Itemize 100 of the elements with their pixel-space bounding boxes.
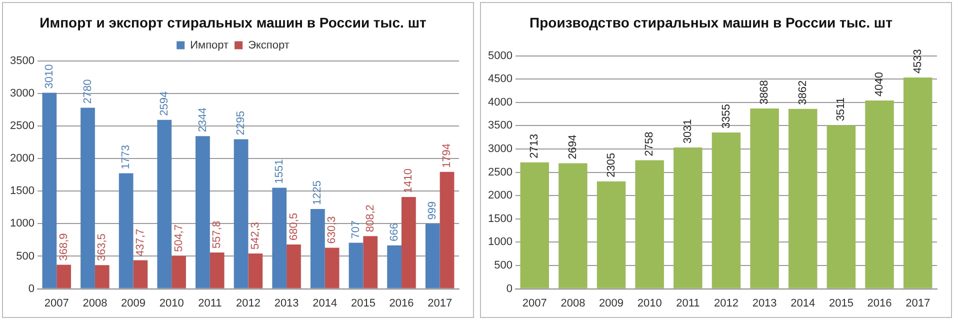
- bar: [248, 253, 263, 288]
- x-tick-label: 2010: [637, 297, 662, 310]
- data-label: 2344: [196, 108, 209, 132]
- bar: [324, 248, 340, 288]
- x-tick-label: 2009: [599, 297, 624, 310]
- y-tick-label: 3000: [10, 87, 34, 100]
- data-label: 707: [350, 220, 362, 239]
- data-label: 630,3: [326, 216, 338, 244]
- legend-label: Импорт: [190, 39, 229, 52]
- data-label: 2713: [528, 134, 541, 158]
- bar: [865, 100, 894, 288]
- x-tick-label: 2015: [350, 297, 376, 310]
- y-tick-label: 0: [506, 282, 512, 295]
- bar: [80, 108, 95, 288]
- x-tick-label: 2008: [82, 297, 108, 310]
- data-label: 504,7: [172, 224, 185, 252]
- bar: [440, 172, 454, 288]
- data-label: 4533: [912, 49, 924, 74]
- x-tick-label: 2011: [198, 297, 222, 310]
- data-label: 3862: [796, 80, 809, 105]
- y-tick-label: 500: [494, 260, 512, 272]
- y-tick-label: 4000: [488, 96, 512, 108]
- data-label: 1225: [312, 180, 324, 205]
- data-label: 3355: [720, 104, 732, 128]
- y-tick-label: 2000: [488, 190, 512, 202]
- data-label: 3010: [43, 64, 56, 89]
- x-tick-label: 2017: [428, 297, 452, 310]
- data-label: 2694: [566, 134, 579, 160]
- data-label: 557,8: [211, 220, 224, 248]
- y-tick-label: 1000: [10, 218, 34, 230]
- data-label: 368,9: [58, 233, 70, 261]
- data-label: 2594: [158, 91, 170, 116]
- bar: [425, 224, 440, 288]
- bar: [750, 108, 779, 288]
- bar: [520, 162, 549, 288]
- bar: [118, 173, 134, 288]
- data-label: 2780: [82, 79, 94, 104]
- bar: [157, 120, 172, 288]
- chart-title: Производство стиральных машин в России тыс. шт: [530, 14, 893, 30]
- bar: [712, 132, 741, 288]
- bar: [903, 78, 932, 288]
- x-tick-label: 2012: [714, 297, 738, 310]
- data-label: 808,2: [364, 204, 376, 232]
- x-tick-label: 2017: [906, 297, 930, 310]
- bar: [348, 242, 364, 288]
- bar: [210, 252, 224, 288]
- data-label: 1410: [402, 168, 415, 193]
- x-tick-label: 2014: [790, 297, 816, 310]
- data-label: 1551: [273, 159, 286, 184]
- y-tick-label: 500: [16, 250, 34, 262]
- x-tick-label: 2007: [522, 297, 547, 310]
- data-label: 2295: [235, 110, 248, 136]
- bar: [674, 148, 702, 288]
- bar: [788, 108, 818, 288]
- data-label: 2758: [644, 132, 656, 156]
- y-tick-label: 5000: [488, 50, 512, 62]
- y-tick-label: 2500: [10, 120, 34, 132]
- data-label: 666: [388, 223, 400, 242]
- y-tick-label: 2500: [488, 166, 512, 178]
- x-tick-label: 2016: [867, 297, 892, 310]
- bar: [826, 125, 856, 288]
- bar: [196, 136, 210, 288]
- x-tick-label: 2009: [121, 297, 146, 310]
- bar: [172, 256, 186, 288]
- bar: [42, 92, 57, 288]
- legend-label: Экспорт: [248, 39, 290, 52]
- x-tick-label: 2013: [752, 297, 777, 310]
- x-tick-label: 2010: [159, 297, 184, 310]
- bar: [310, 209, 325, 288]
- y-tick-label: 3500: [10, 54, 34, 67]
- data-label: 1794: [441, 143, 454, 168]
- x-tick-label: 2007: [44, 297, 69, 310]
- bar: [94, 265, 110, 288]
- x-tick-label: 2012: [236, 297, 260, 310]
- data-label: 680,5: [288, 212, 300, 240]
- y-tick-label: 4500: [488, 73, 512, 86]
- y-tick-label: 0: [28, 282, 34, 295]
- data-label: 542,3: [249, 222, 262, 250]
- y-tick-label: 2000: [10, 152, 34, 165]
- data-label: 4040: [874, 72, 886, 97]
- data-label: 363,5: [96, 234, 108, 262]
- x-tick-label: 2008: [560, 297, 586, 310]
- bar: [133, 260, 148, 288]
- y-tick-label: 3500: [488, 120, 512, 132]
- bar: [363, 236, 378, 288]
- y-tick-label: 1500: [488, 212, 512, 225]
- x-tick-label: 2015: [828, 297, 854, 310]
- x-tick-label: 2013: [274, 297, 299, 310]
- data-label: 3511: [835, 98, 848, 122]
- data-label: 3031: [682, 119, 694, 144]
- bar: [596, 181, 626, 288]
- chart-title: Импорт и экспорт стиральных машин в России тыс. шт: [40, 14, 426, 30]
- bar: [272, 188, 287, 288]
- data-label: 999: [426, 201, 439, 220]
- y-tick-label: 1500: [10, 185, 34, 198]
- bar: [286, 244, 301, 288]
- bar: [635, 160, 664, 288]
- data-label: 2305: [605, 152, 618, 178]
- bar: [56, 264, 71, 288]
- y-tick-label: 3000: [488, 143, 512, 156]
